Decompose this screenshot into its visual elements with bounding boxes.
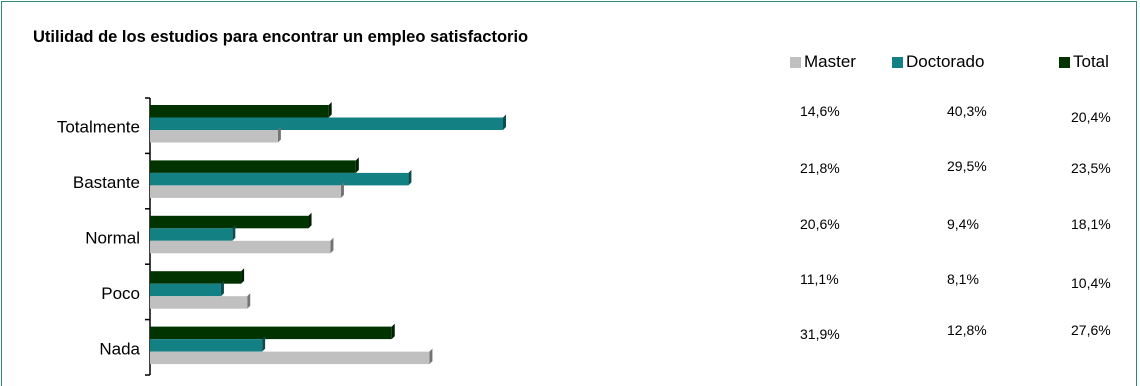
bar-side-master-totalmente [277,127,281,143]
bar-side-doctorado-normal [232,225,236,241]
legend-swatch-total-icon [1059,56,1070,68]
bar-doctorado-totalmente [150,117,503,130]
bar-side-doctorado-totalmente [503,114,506,130]
table-cell-master-poco: 11,1% [800,271,839,287]
table-cell-doctorado-bastante: 29,5% [947,158,987,174]
category-label-bastante: Bastante [73,173,140,192]
bar-side-doctorado-bastante [408,169,412,186]
bar-master-bastante [150,185,341,198]
bar-side-master-nada [429,348,433,365]
bar-side-master-bastante [340,182,344,198]
table-cell-doctorado-nada: 12,8% [947,322,987,338]
bar-side-total-bastante [355,157,359,173]
category-label-normal: Normal [85,229,140,248]
chart-title: Utilidad de los estudios para encontrar … [33,28,529,46]
bar-side-total-nada [391,323,395,340]
table-cell-total-bastante: 23,5% [1071,160,1111,176]
bar-side-total-totalmente [328,102,332,118]
legend-label-total: Total [1073,52,1109,71]
bar-doctorado-normal [150,228,233,241]
legend-item-doctorado: Doctorado [892,52,984,72]
category-label-totalmente: Totalmente [57,118,140,137]
legend-label-doctorado: Doctorado [906,52,985,71]
table-cell-master-totalmente: 14,6% [800,103,840,119]
bar-total-normal [150,215,309,229]
legend-item-master: Master [790,52,856,72]
bar-side-doctorado-nada [262,336,266,352]
category-label-nada: Nada [99,339,140,358]
table-cell-total-poco: 10,4% [1071,275,1111,291]
legend-swatch-master-icon [790,56,801,68]
bar-master-poco [150,296,248,309]
bar-side-master-poco [247,293,251,309]
table-cell-total-normal: 18,1% [1071,216,1111,232]
legend-label-master: Master [804,52,856,71]
table-cell-total-nada: 27,6% [1071,322,1111,338]
legend-swatch-doctorado-icon [892,56,903,68]
bar-total-totalmente [150,105,329,118]
bar-total-nada [150,326,392,340]
bar-doctorado-poco [150,283,221,297]
bar-doctorado-nada [150,339,263,352]
table-cell-master-nada: 31,9% [800,326,840,342]
table-cell-doctorado-totalmente: 40,3% [947,103,987,119]
bar-side-total-normal [308,212,312,229]
bar-master-normal [150,240,331,254]
bar-total-poco [150,271,242,284]
bar-side-total-poco [241,268,245,284]
table-cell-master-bastante: 21,8% [800,160,840,176]
bar-master-totalmente [150,130,278,143]
bar-side-master-normal [330,237,334,254]
bar-doctorado-bastante [150,172,409,186]
table-cell-master-normal: 20,6% [800,216,840,232]
table-cell-doctorado-normal: 9,4% [947,216,979,232]
bar-total-bastante [150,160,356,173]
legend-item-total: Total [1059,52,1109,72]
table-cell-total-totalmente: 20,4% [1071,109,1111,125]
bar-master-nada [150,351,430,365]
category-label-poco: Poco [101,284,140,303]
table-cell-doctorado-poco: 8,1% [947,271,979,287]
bar-side-doctorado-poco [220,280,224,297]
